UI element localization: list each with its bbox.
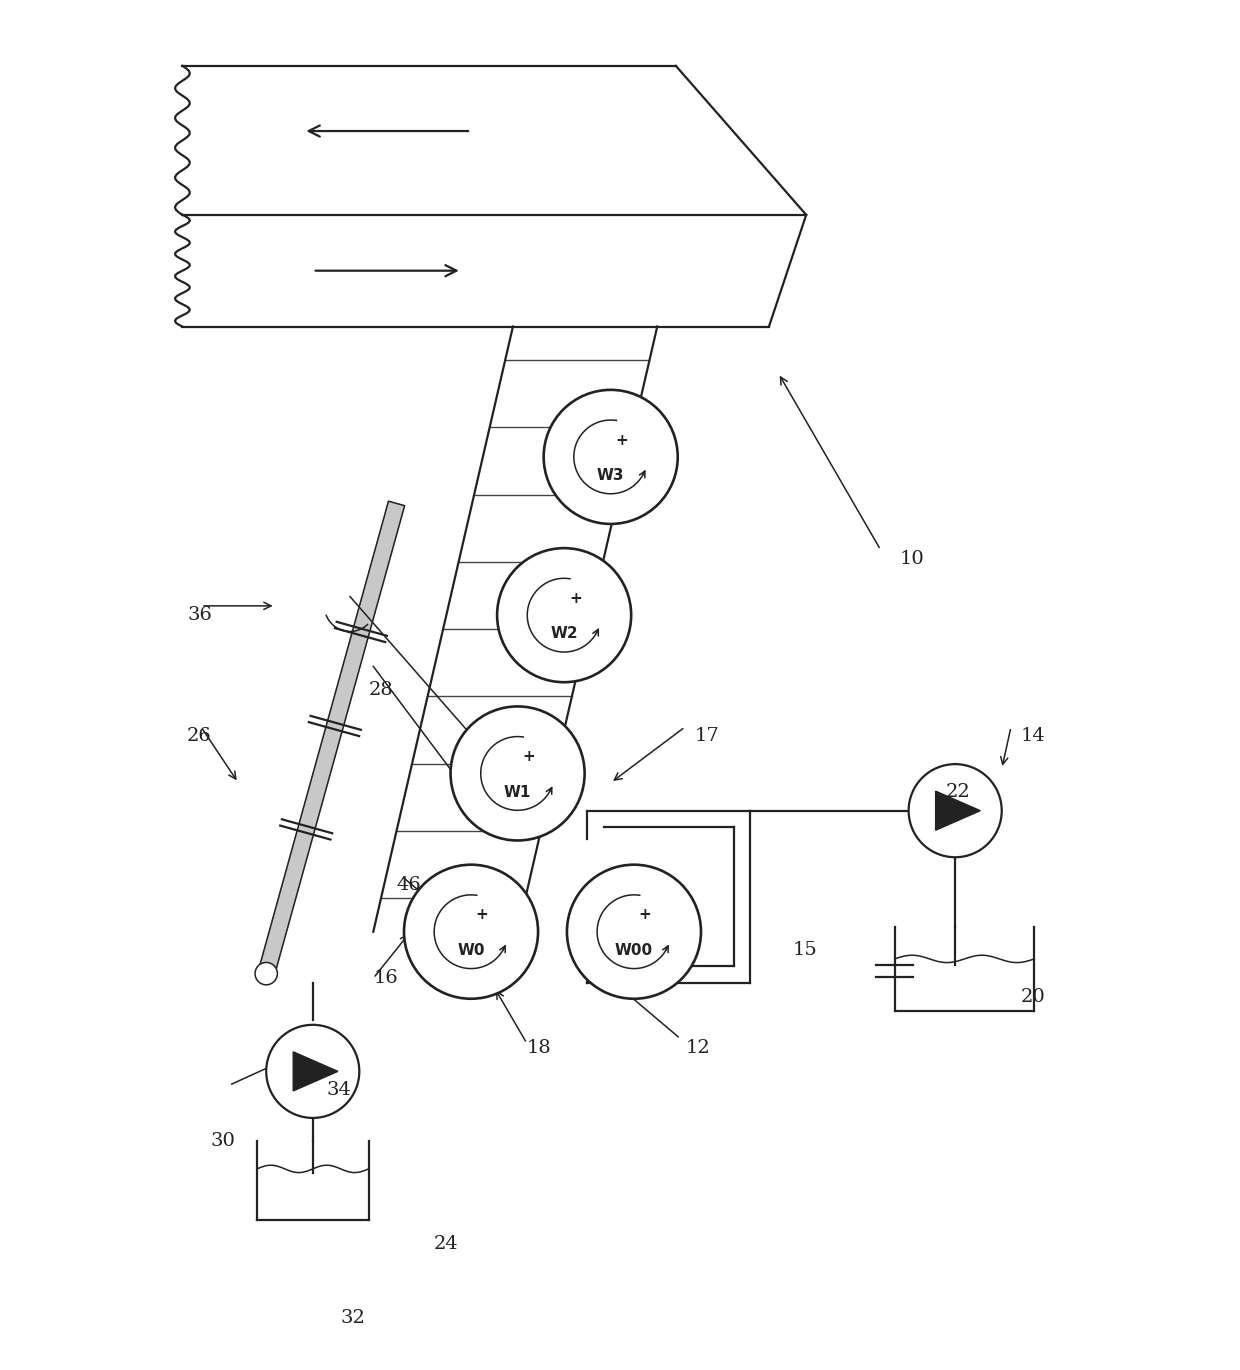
Text: 26: 26 [187,727,212,745]
Circle shape [255,963,278,985]
Text: W00: W00 [615,943,653,958]
Text: 32: 32 [341,1310,366,1328]
Text: W3: W3 [596,469,625,484]
Text: 10: 10 [899,551,924,569]
Text: 12: 12 [686,1038,711,1058]
Text: 14: 14 [1021,727,1045,745]
Text: +: + [569,590,582,606]
Text: +: + [639,907,651,922]
Circle shape [404,864,538,999]
Text: 46: 46 [397,877,422,895]
Circle shape [450,707,584,840]
Circle shape [909,764,1002,858]
Text: 17: 17 [694,727,719,745]
Text: 20: 20 [1021,988,1045,1006]
Text: +: + [615,433,629,448]
Text: +: + [522,749,536,764]
Circle shape [497,548,631,682]
Text: 22: 22 [946,784,971,801]
Text: 34: 34 [326,1081,352,1099]
Text: W1: W1 [503,785,531,800]
Text: +: + [476,907,489,922]
Text: 28: 28 [368,681,393,699]
Circle shape [543,390,678,523]
Circle shape [567,864,701,999]
Polygon shape [258,501,404,975]
Text: 24: 24 [434,1234,459,1252]
Text: 30: 30 [211,1132,236,1151]
Text: W2: W2 [551,626,578,641]
Polygon shape [293,1052,337,1091]
Text: 16: 16 [373,969,398,988]
Text: W0: W0 [458,943,485,958]
Circle shape [267,1025,360,1118]
Text: 36: 36 [187,606,212,625]
Polygon shape [936,790,981,830]
Text: 18: 18 [527,1038,552,1058]
Text: 15: 15 [792,941,817,959]
